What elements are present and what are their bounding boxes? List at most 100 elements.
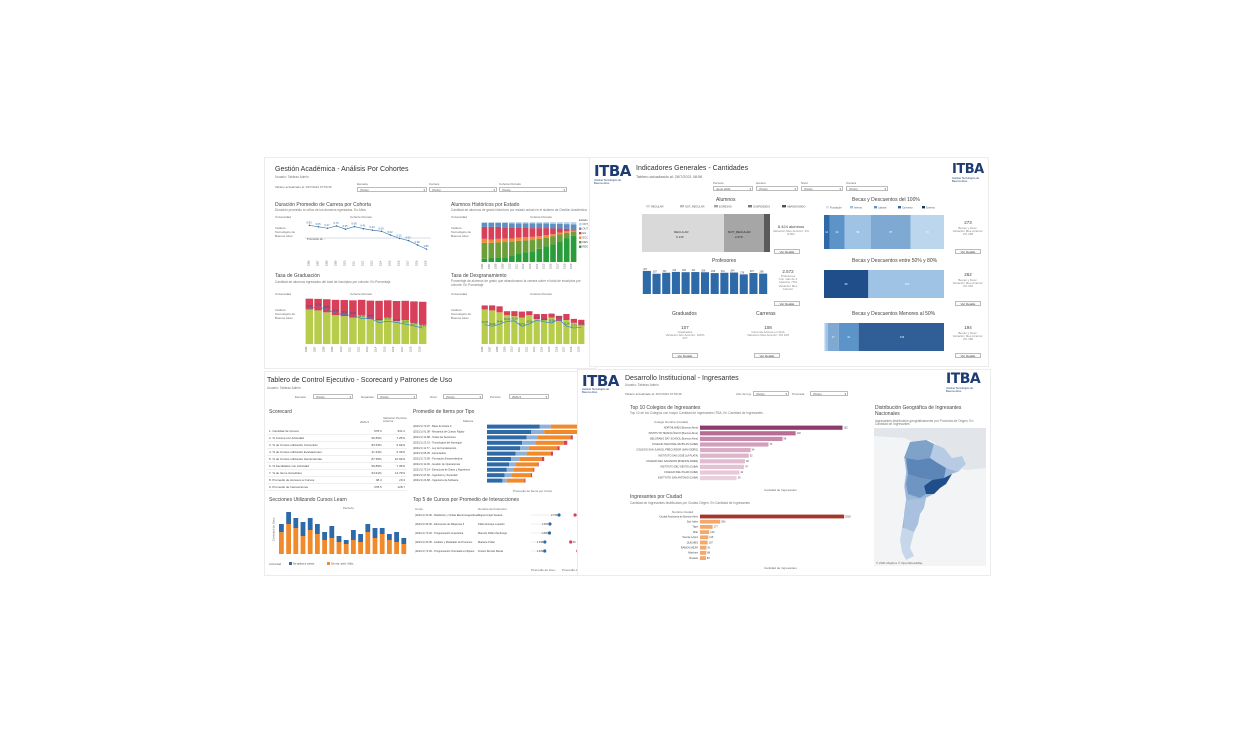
scorecard-cell: 6.92% [383,441,407,449]
becas50-detail-button[interactable]: Ver Detalle [955,301,981,306]
becas100-detail-button[interactable]: Ver Detalle [955,249,981,254]
desgranamiento-line-label: 31.2% [563,324,570,326]
top5-interactions-value: 2.730 [551,514,558,517]
graduados-detail-button[interactable]: Ver Detalle [672,353,698,358]
profesores-detail-button[interactable]: Ver Detalle [774,301,800,306]
argentina-map[interactable]: © 2021 Mapbox © OpenStreetMap [874,428,986,566]
alumnos-regular-bar [642,214,724,252]
ciudad-row-label: Tigre [692,526,698,529]
historicos-bar-segment [502,257,508,262]
alumnos-detail-button[interactable]: Ver Detalle [774,249,800,254]
carreras-value: 108 [764,325,772,330]
historicos-bar-segment [495,257,501,262]
carreras-detail-button[interactable]: Ver Detalle [754,353,780,358]
year-tick: 2016 [550,263,553,269]
historicos-bar-segment [570,224,577,230]
cohorte-select[interactable]: (Todo) [499,187,567,193]
year-tick: 2010 [340,346,343,352]
ciudad-col-header: Nombre Ciudad [672,510,694,514]
ciudad-xlabel: Cantidad de Ingresantes [764,566,797,570]
carrera-select[interactable]: (Todo) [429,187,497,193]
secciones-bar-bottom [322,540,327,554]
periodo-select[interactable]: 2021/1 [509,394,549,400]
nivel-select[interactable]: (Todo) [801,186,843,192]
secciones-bar-bottom [286,524,291,554]
year-tick: 2007 [317,260,320,266]
legend-label: SUSPENDIDO [753,204,770,208]
escuela-select[interactable]: (Todo) [313,394,353,400]
historicos-bar-segment [515,227,522,238]
page-title: Desarrollo Institucional - Ingresantes [625,375,739,382]
desgranamiento-line-label: 33.7% [482,322,489,324]
colegios-xlabel: Cantidad de Ingresantes [764,488,797,492]
historicos-bar-segment [488,258,495,262]
row-header: Universidad [451,215,467,219]
becas-segment [910,215,944,249]
scorecard-cell: 5. % de Cursos utilizando Herramientas [267,455,361,463]
ciudad-bar [700,535,709,540]
escuela-select[interactable]: (Todo) [357,187,427,193]
top5-interactions-dot [543,540,547,544]
top5-instructor: Marcelo Pablo Zamburgo [478,531,508,535]
historicos-bar-segment [515,222,522,224]
items-bar-segment [506,478,525,483]
anio-select[interactable]: (Todo) [753,391,789,397]
becas-segment [868,270,944,298]
scorecard-cell: 4. % de Cursos utilizando Evaluaciones [267,448,361,456]
items-row-label: (2021/1) 12.00 - Gestión de Operaciones [413,462,461,466]
desgranamiento-line-label: 30.7% [519,324,526,326]
alumnos-notregular-bar [724,214,764,252]
items-col-header: Materia [463,419,474,423]
year-tick: 2019 [425,260,428,266]
historicos-bar-segment [502,222,508,228]
scorecard-row: 1. Cantidad de Cursos 978.0 931.2 [267,428,407,435]
legend-label: EGRESAO [719,204,732,208]
col-header: Cohorte Período [350,215,373,219]
ciudad-bar [700,556,706,560]
year-tick: 2017 [401,346,404,352]
filter-label: Año de Ing. [736,392,752,396]
graduacion-line-label: 52.0% [350,313,357,315]
page-title: Tablero de Control Ejecutivo - Scorecard… [267,377,453,384]
desgranamiento-bar [563,320,570,344]
legend-label: DES [583,240,589,244]
becas-segment [829,215,845,249]
historicos-bar-segment [563,232,570,239]
becas50-chart: 96 164 [824,270,944,298]
graduacion-bar [314,310,322,344]
profesores-bar [662,272,671,294]
becas-segment-label: 12 [825,230,828,234]
becas-menor-detail-button[interactable]: Ver Detalle [955,353,981,358]
periodo-select[interactable]: Junio 2021 [713,186,753,192]
colegios-row-label: INSTITUTO SAN ANTONIO (CABA) [658,477,698,480]
top5-title: Top 5 de Cursos por Promedio de Interacc… [413,497,519,503]
top5-instructor: Mariana Pufter [478,540,495,544]
profesores-bar [759,273,768,294]
graduados-value: 107 [681,325,689,330]
desgranamiento-title: Tasa de Desgranamiento [451,273,507,279]
carrera-select[interactable]: (Todo) [846,186,888,192]
graduacion-line-label: 36.1% [402,322,409,324]
secciones-bar-bottom [300,536,306,554]
provincia-select[interactable]: (Todo) [810,391,848,397]
genero-select[interactable]: (Todo) [756,186,798,192]
items-bar-segment [487,462,509,467]
updated-label: Tablero actualizado al: 26/7/2021 08:56 [636,175,703,179]
items-bar-segment [550,451,553,456]
itba-logo: ITBA [594,162,631,180]
departamento-select[interactable]: (Todo) [377,394,417,400]
ciudad-value: 116 [709,536,714,539]
year-tick: 2010 [511,346,514,352]
desgranamiento-line-label: 38.5% [541,319,548,321]
ciudad-value: 2018 [845,515,851,518]
duracion-chart: 6.83 2006 6.65 2007 6.47 2008 6.76 2009 6.35 2010… [305,220,431,266]
colegios-value: 39 [738,477,741,480]
becas-segment-label: 133 [900,335,905,339]
graduacion-bar [410,322,418,344]
nivel-select[interactable]: (Todo) [443,394,483,400]
colegios-bar [700,476,737,481]
row-name: Instituto Tecnológico de Buenos Aires [451,226,472,238]
historicos-bar-segment [536,222,543,224]
profesores-bar [749,273,758,294]
duracion-value-label: 3.86 [424,244,430,248]
